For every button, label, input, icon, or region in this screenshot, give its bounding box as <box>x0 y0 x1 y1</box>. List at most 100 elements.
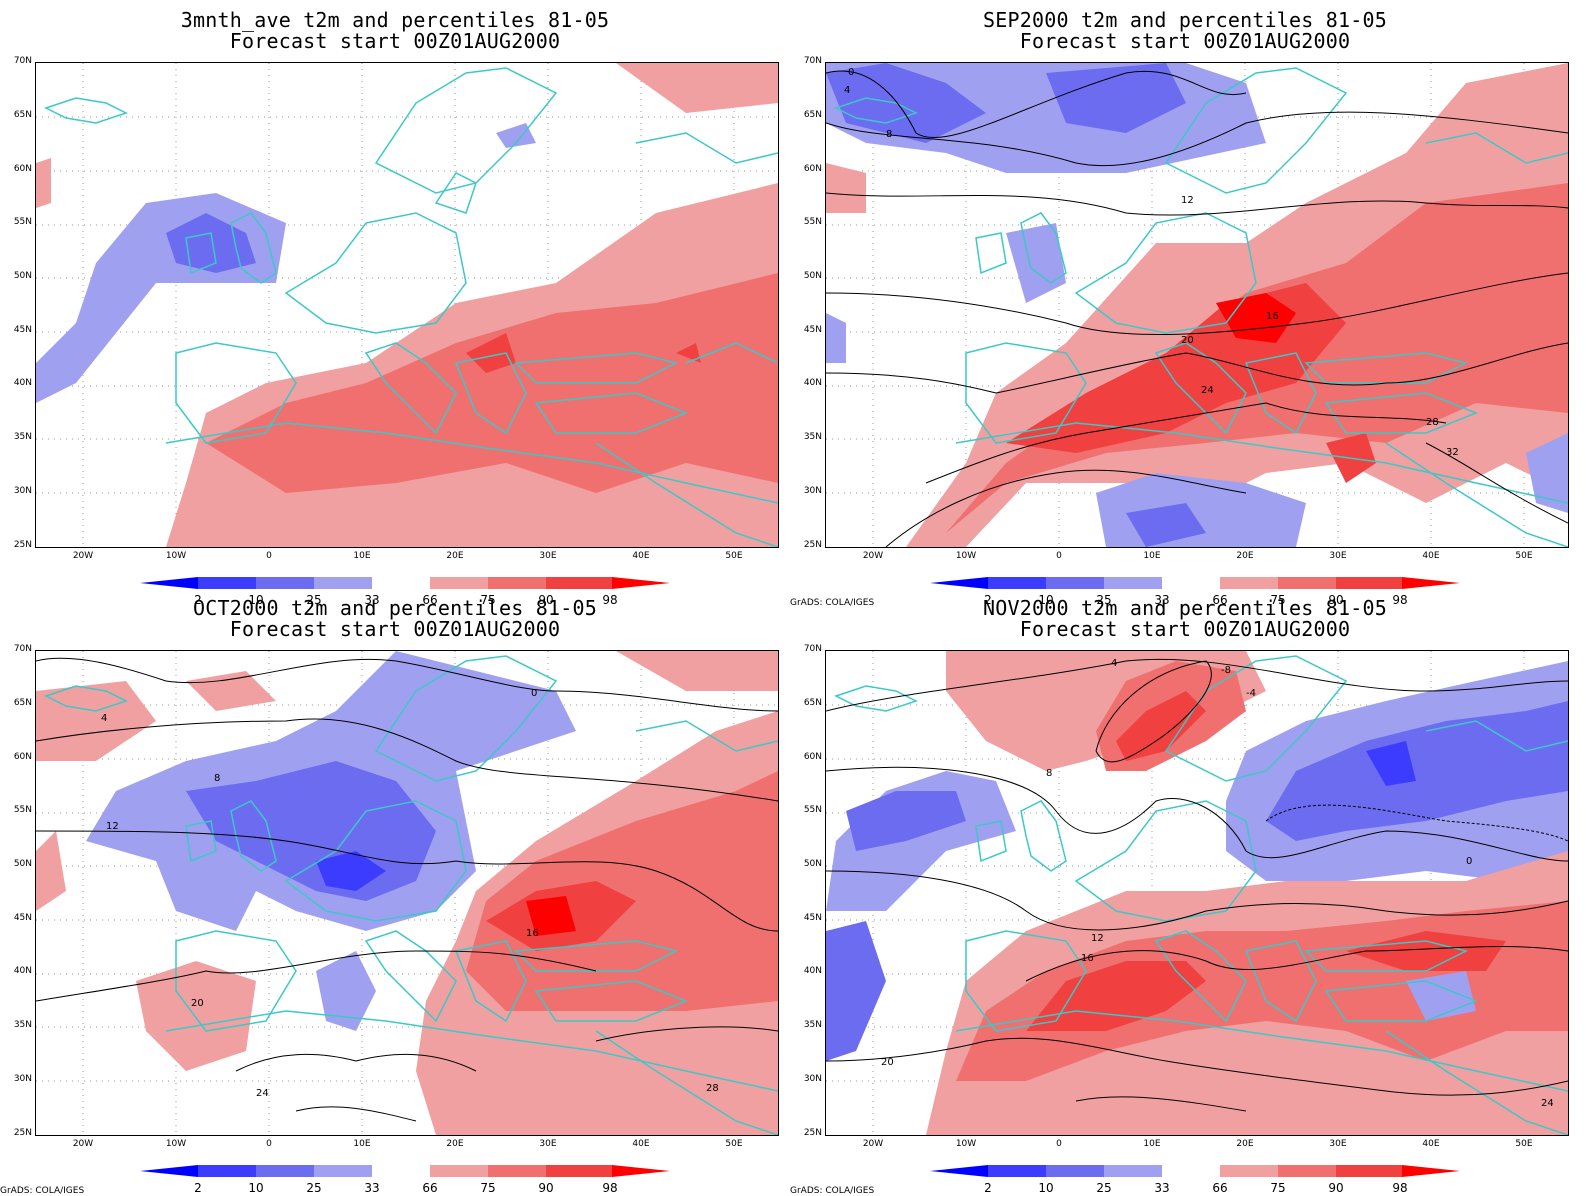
lon-label: 20W <box>72 1139 94 1149</box>
contour-value-labels: -8 -4 0 4 8 12 16 20 24 <box>881 658 1554 1109</box>
contour-label: 0 <box>1466 856 1472 867</box>
lon-label: 0 <box>1056 551 1062 561</box>
coastlines <box>834 67 1568 547</box>
contour-value-labels: 0 4 8 12 16 20 24 28 <box>101 688 719 1099</box>
lon-label: 10E <box>1143 1139 1161 1149</box>
lon-label: 20E <box>1236 551 1254 561</box>
panel-subtitle: Forecast start 00Z01AUG2000 <box>229 617 561 641</box>
lon-label: 20E <box>446 1139 464 1149</box>
lon-label: 20E <box>446 551 464 561</box>
colorbar-label: 2 <box>194 1181 202 1195</box>
lon-label: 10W <box>955 1139 977 1149</box>
lon-label: 40E <box>1422 1139 1440 1149</box>
lat-label: 40N <box>13 378 32 388</box>
lon-label: 20W <box>862 1139 884 1149</box>
contour-label: 20 <box>881 1057 894 1068</box>
lon-label: 20W <box>862 551 884 561</box>
lat-label: 35N <box>13 1020 32 1030</box>
contour-label: 0 <box>848 67 854 78</box>
lat-label: 50N <box>13 271 32 281</box>
lat-label: 30N <box>803 1074 822 1084</box>
lon-label: 10W <box>165 551 187 561</box>
colorbar-label: 25 <box>306 1181 322 1195</box>
colorbar-label: 25 <box>1096 593 1112 607</box>
colorbar-label: 10 <box>248 1181 264 1195</box>
lat-label: 25N <box>13 540 32 550</box>
contour-label: 32 <box>1446 447 1459 458</box>
lat-label: 65N <box>803 110 822 120</box>
contour-label: 4 <box>1111 658 1117 669</box>
map-area: -8 -4 0 4 8 12 16 20 24 <box>825 650 1569 1136</box>
colorbar <box>140 1165 670 1177</box>
lat-label: 30N <box>13 1074 32 1084</box>
lat-label: 60N <box>803 752 822 762</box>
coastlines <box>44 67 778 547</box>
contour-label: 28 <box>706 1083 719 1094</box>
map-panel-nov2000: NOV2000 t2m and percentiles 81-05 Foreca… <box>790 588 1580 1196</box>
colorbar-label: 33 <box>364 1181 380 1195</box>
contour-label: 8 <box>214 773 220 784</box>
colorbar-label: 2 <box>984 593 992 607</box>
panel-title: SEP2000 t2m and percentiles 81-05 <box>983 8 1387 32</box>
lon-label: 10E <box>1143 551 1161 561</box>
colorbar-label: 75 <box>1270 593 1286 607</box>
contour-label: 24 <box>256 1088 269 1099</box>
lon-label: 50E <box>725 551 743 561</box>
colorbar-label: 66 <box>1212 593 1228 607</box>
lat-label: 25N <box>803 1128 822 1138</box>
coastlines <box>834 655 1568 1135</box>
panel-subtitle: Forecast start 00Z01AUG2000 <box>1019 617 1351 641</box>
lat-label: 40N <box>803 378 822 388</box>
lat-label: 55N <box>13 217 32 227</box>
colorbar-label: 98 <box>1392 593 1408 607</box>
lon-label: 40E <box>1422 551 1440 561</box>
contour-label: 16 <box>1266 311 1279 322</box>
lat-label: 35N <box>13 432 32 442</box>
contour-label: 12 <box>1091 933 1104 944</box>
colorbar-label: 10 <box>1038 1181 1054 1195</box>
lon-label: 0 <box>266 1139 272 1149</box>
map-area: 0 4 8 12 16 20 24 28 <box>35 650 779 1136</box>
contour-lines <box>826 658 1568 1112</box>
lat-label: 40N <box>13 966 32 976</box>
percentile-shading <box>36 651 778 1135</box>
lat-label: 40N <box>803 966 822 976</box>
lon-label: 50E <box>1515 551 1533 561</box>
colorbar-label: 2 <box>984 1181 992 1195</box>
colorbar-label: 25 <box>306 593 322 607</box>
contour-label: -8 <box>1221 665 1231 676</box>
lon-label: 30E <box>539 1139 557 1149</box>
lon-label: 40E <box>632 551 650 561</box>
lon-label: 0 <box>1056 1139 1062 1149</box>
grads-credit: GrADS: COLA/IGES <box>0 1186 85 1196</box>
grads-credit: GrADS: COLA/IGES <box>790 598 875 608</box>
contour-label: 28 <box>1426 417 1439 428</box>
lat-label: 30N <box>803 486 822 496</box>
contour-label: 16 <box>526 928 539 939</box>
lat-label: 45N <box>803 325 822 335</box>
percentile-shading <box>826 63 1568 547</box>
lat-label: 65N <box>13 698 32 708</box>
panel-title: NOV2000 t2m and percentiles 81-05 <box>983 596 1387 620</box>
colorbar-label: 75 <box>480 1181 496 1195</box>
contour-label: 24 <box>1201 385 1214 396</box>
colorbar-label: 2 <box>194 593 202 607</box>
lon-label: 30E <box>1329 1139 1347 1149</box>
lat-label: 70N <box>13 644 32 654</box>
contour-label: 20 <box>1181 335 1194 346</box>
percentile-shading <box>826 651 1568 1135</box>
lat-label: 50N <box>803 271 822 281</box>
colorbar-label: 33 <box>1154 1181 1170 1195</box>
colorbar <box>140 577 670 589</box>
contour-label: 8 <box>886 129 892 140</box>
lat-label: 65N <box>803 698 822 708</box>
colorbar-label: 75 <box>1270 1181 1286 1195</box>
contour-value-labels: 0 4 8 12 16 20 24 28 32 <box>844 67 1459 458</box>
colorbar-label: 90 <box>538 1181 554 1195</box>
lon-label: 30E <box>1329 551 1347 561</box>
contour-lines <box>826 70 1568 547</box>
lon-label: 40E <box>632 1139 650 1149</box>
lat-label: 70N <box>13 56 32 66</box>
lat-label: 55N <box>13 805 32 815</box>
colorbar-label: 10 <box>1038 593 1054 607</box>
